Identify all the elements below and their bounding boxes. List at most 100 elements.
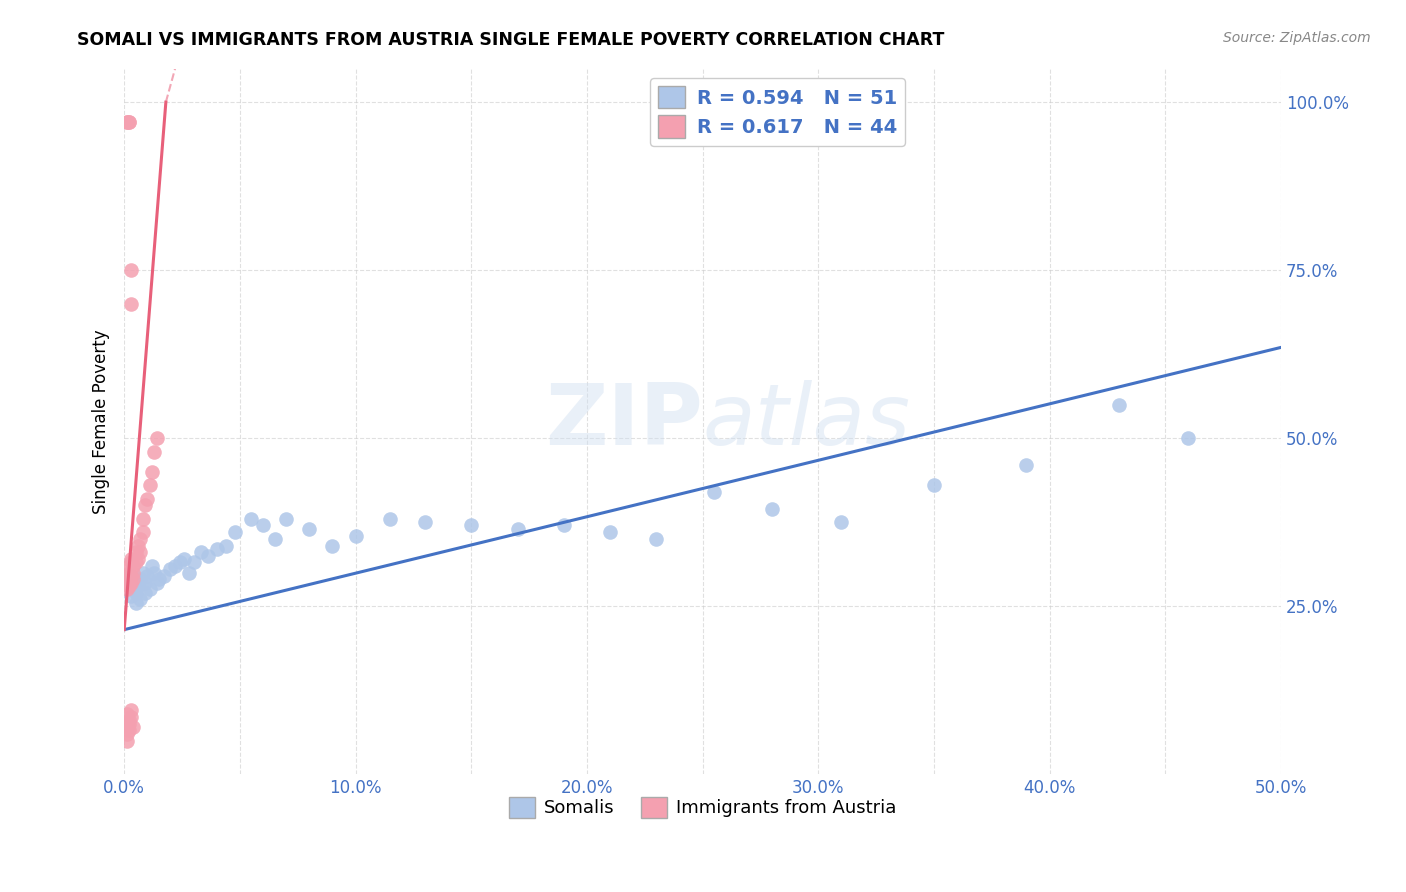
- Point: [1015, 458, 1038, 472]
- Point: [125, 545, 148, 559]
- Point: [120, 569, 142, 583]
- Point: [703, 484, 725, 499]
- Point: [599, 525, 621, 540]
- Text: SOMALI VS IMMIGRANTS FROM AUSTRIA SINGLE FEMALE POVERTY CORRELATION CHART: SOMALI VS IMMIGRANTS FROM AUSTRIA SINGLE…: [77, 31, 945, 49]
- Point: [276, 512, 298, 526]
- Point: [118, 572, 141, 586]
- Point: [141, 465, 163, 479]
- Point: [132, 512, 155, 526]
- Point: [122, 720, 145, 734]
- Point: [129, 572, 152, 586]
- Point: [118, 723, 141, 738]
- Point: [120, 296, 142, 310]
- Point: [134, 585, 156, 599]
- Point: [645, 532, 668, 546]
- Point: [129, 592, 152, 607]
- Point: [183, 556, 205, 570]
- Point: [129, 532, 152, 546]
- Point: [118, 716, 141, 731]
- Point: [118, 714, 141, 728]
- Point: [132, 566, 155, 580]
- Point: [138, 582, 160, 597]
- Point: [120, 552, 142, 566]
- Point: [138, 478, 160, 492]
- Text: Source: ZipAtlas.com: Source: ZipAtlas.com: [1223, 31, 1371, 45]
- Point: [205, 541, 228, 556]
- Point: [143, 444, 166, 458]
- Point: [125, 596, 148, 610]
- Point: [122, 582, 145, 597]
- Point: [215, 539, 238, 553]
- Point: [134, 575, 156, 590]
- Point: [120, 575, 142, 590]
- Legend: Somalis, Immigrants from Austria: Somalis, Immigrants from Austria: [502, 789, 903, 825]
- Point: [761, 501, 783, 516]
- Point: [148, 572, 170, 586]
- Point: [136, 569, 159, 583]
- Point: [506, 522, 529, 536]
- Point: [173, 552, 195, 566]
- Point: [132, 525, 155, 540]
- Point: [145, 575, 167, 590]
- Text: ZIP: ZIP: [546, 380, 703, 463]
- Point: [413, 515, 436, 529]
- Point: [1108, 398, 1130, 412]
- Point: [120, 263, 142, 277]
- Point: [190, 545, 212, 559]
- Point: [169, 556, 191, 570]
- Y-axis label: Single Female Poverty: Single Female Poverty: [93, 329, 110, 514]
- Point: [553, 518, 575, 533]
- Point: [240, 512, 263, 526]
- Point: [830, 515, 852, 529]
- Point: [321, 539, 343, 553]
- Point: [922, 478, 945, 492]
- Point: [122, 558, 145, 573]
- Point: [460, 518, 482, 533]
- Point: [118, 575, 141, 590]
- Point: [125, 585, 148, 599]
- Point: [115, 575, 138, 590]
- Point: [115, 733, 138, 747]
- Point: [344, 528, 367, 542]
- Point: [118, 558, 141, 573]
- Point: [145, 431, 167, 445]
- Point: [136, 491, 159, 506]
- Point: [143, 566, 166, 580]
- Point: [115, 115, 138, 129]
- Point: [118, 115, 141, 129]
- Point: [197, 549, 219, 563]
- Point: [127, 539, 149, 553]
- Point: [134, 499, 156, 513]
- Point: [118, 566, 141, 580]
- Point: [127, 552, 149, 566]
- Point: [165, 558, 187, 573]
- Point: [263, 532, 285, 546]
- Point: [115, 727, 138, 741]
- Point: [120, 589, 142, 603]
- Point: [380, 512, 402, 526]
- Point: [125, 556, 148, 570]
- Point: [122, 572, 145, 586]
- Point: [118, 115, 141, 129]
- Point: [298, 522, 321, 536]
- Point: [115, 115, 138, 129]
- Point: [115, 569, 138, 583]
- Point: [115, 706, 138, 721]
- Point: [115, 582, 138, 597]
- Point: [127, 579, 149, 593]
- Point: [141, 558, 163, 573]
- Point: [159, 562, 181, 576]
- Point: [120, 703, 142, 717]
- Text: atlas: atlas: [703, 380, 911, 463]
- Point: [252, 518, 274, 533]
- Point: [177, 566, 200, 580]
- Point: [120, 569, 142, 583]
- Point: [152, 569, 174, 583]
- Point: [122, 566, 145, 580]
- Point: [115, 720, 138, 734]
- Point: [118, 579, 141, 593]
- Point: [224, 525, 246, 540]
- Point: [129, 545, 152, 559]
- Point: [120, 710, 142, 724]
- Point: [120, 556, 142, 570]
